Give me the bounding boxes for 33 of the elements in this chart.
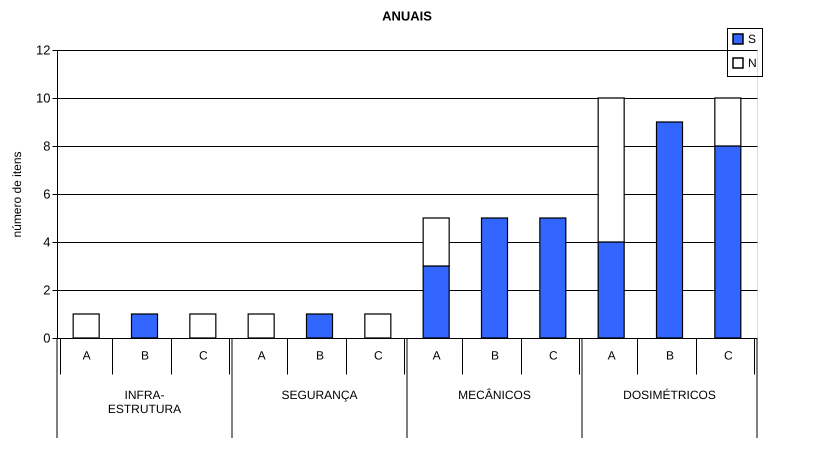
- x-tick-label: B: [316, 348, 324, 362]
- x-tick-label: C: [198, 348, 208, 362]
- y-tick-label: 8: [43, 138, 50, 154]
- x-tick-label: B: [140, 348, 150, 362]
- x-tick-label: B: [666, 348, 674, 362]
- text: DOSIMÉTRICOS: [623, 388, 716, 402]
- bar: [364, 313, 392, 339]
- y-tick-label: 4: [43, 234, 50, 250]
- y-tick-label: 6: [43, 186, 50, 202]
- x-tick-label: B: [490, 348, 500, 362]
- chart-title: ANUAIS: [382, 8, 432, 24]
- text: SEGURANÇA: [281, 388, 358, 402]
- legend-label: S: [748, 32, 756, 46]
- bar: [130, 313, 158, 339]
- bar: [248, 313, 275, 339]
- x-tick-label: A: [258, 348, 266, 362]
- x-tick-label: C: [548, 348, 558, 362]
- x-tick-label: A: [82, 348, 91, 362]
- y-tick-label: 0: [43, 330, 50, 346]
- text: INFRA- ESTRUTURA: [108, 388, 182, 416]
- y-tick-label: 2: [43, 282, 50, 298]
- bar: [189, 313, 216, 339]
- y-tick-label: 12: [36, 42, 50, 58]
- bar: [72, 313, 100, 339]
- y-axis-title: número de itens: [10, 151, 24, 238]
- x-tick-label: C: [724, 348, 733, 362]
- legend-label: N: [748, 56, 757, 70]
- x-tick-label: A: [608, 348, 616, 362]
- x-tick-label: A: [432, 348, 441, 362]
- y-tick-label: 10: [36, 90, 50, 106]
- bar: [306, 313, 334, 339]
- text: MECÂNICOS: [458, 388, 531, 402]
- x-tick-label: C: [374, 348, 383, 362]
